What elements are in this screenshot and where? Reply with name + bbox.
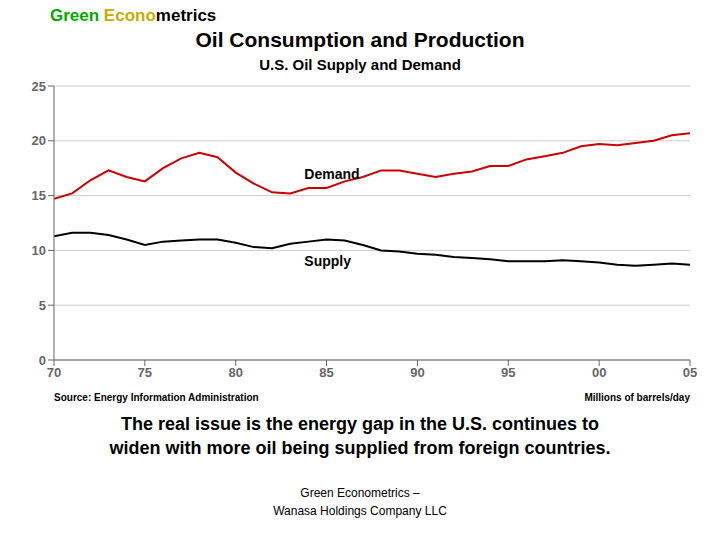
html-text:Oil Consumption and Production: Oil Consumption and Production: [195, 28, 525, 51]
html-text:Green Econo metrics: Green Econo metrics: [50, 6, 217, 25]
html-text:Wanasa Holdings Company LLC: Wanasa Holdings Company LLC: [273, 504, 447, 518]
html-text:Millions of barrels/day: Millions of barrels/day: [584, 392, 690, 403]
svg-text:85: 85: [319, 365, 333, 380]
svg-text:05: 05: [683, 365, 697, 380]
svg-text:25: 25: [32, 79, 46, 94]
svg-text:80: 80: [228, 365, 242, 380]
svg-text:00: 00: [592, 365, 606, 380]
svg-text:10: 10: [32, 243, 46, 258]
svg-text:Supply: Supply: [304, 253, 351, 269]
html-text:U.S. Oil Supply and Demand: U.S. Oil Supply and Demand: [259, 56, 461, 73]
svg-text:0: 0: [39, 353, 46, 368]
html-text:Green Econometrics –: Green Econometrics –: [300, 486, 420, 500]
svg-text:20: 20: [32, 133, 46, 148]
svg-text:Demand: Demand: [304, 166, 359, 182]
html-text:The real issue is the energy g: The real issue is the energy gap in the …: [120, 414, 599, 434]
svg-text:70: 70: [47, 365, 61, 380]
svg-text:95: 95: [501, 365, 515, 380]
svg-text:75: 75: [138, 365, 152, 380]
svg-text:90: 90: [410, 365, 424, 380]
svg-text:15: 15: [32, 188, 46, 203]
html-text:Source: Energy Information Adm: Source: Energy Information Administratio…: [54, 392, 259, 403]
html-text:widen with more oil being supp: widen with more oil being supplied from …: [109, 438, 611, 458]
svg-text:5: 5: [39, 298, 46, 313]
